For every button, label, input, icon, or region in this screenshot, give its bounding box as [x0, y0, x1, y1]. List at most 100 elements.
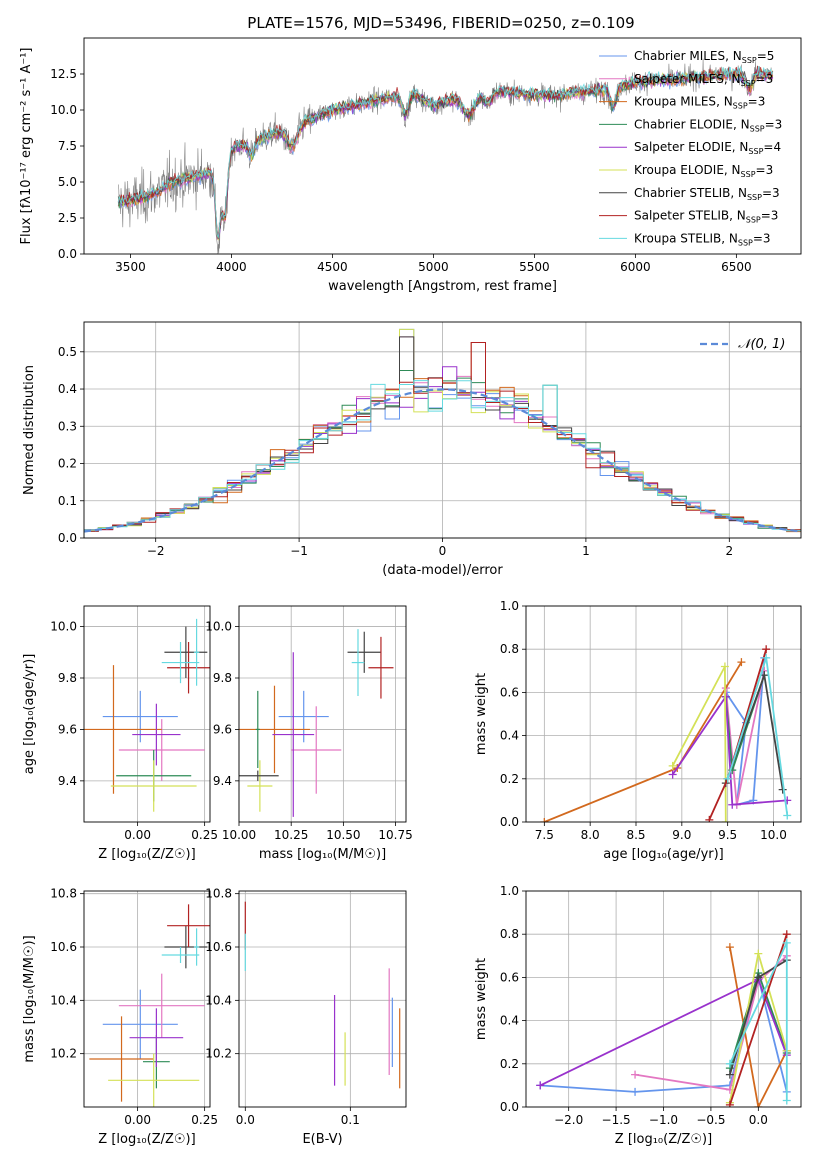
- x-tick-label: 0: [439, 544, 447, 558]
- x-tick-label: −1.5: [602, 1113, 631, 1127]
- legend-entry: Salpeter MILES, NSSP=3: [634, 72, 773, 88]
- x-tick-label: 5500: [519, 260, 550, 274]
- legend-nssp-label: , N: [730, 186, 747, 200]
- plot-area: [536, 930, 791, 1107]
- weight-marker: [725, 1070, 734, 1079]
- legend-nssp-subscript: SSP: [742, 56, 757, 65]
- y-tick-label: 0.5: [58, 345, 77, 359]
- y-tick-label: 10.4: [205, 993, 232, 1007]
- axes-frame: [525, 605, 802, 823]
- plot-area: [89, 904, 210, 1107]
- legend-nssp-value: 3: [758, 95, 766, 109]
- y-tick-label: 10.0: [50, 620, 77, 634]
- x-axis-label: E(B-V): [302, 1132, 342, 1147]
- weight-marker: [782, 1096, 791, 1105]
- legend-nssp-label: , N: [729, 209, 746, 223]
- legend-series-name: Chabrier MILES: [634, 49, 725, 63]
- weight-marker: [668, 761, 677, 770]
- x-tick-label: 0.00: [124, 1113, 151, 1127]
- axes-frame: [83, 605, 211, 823]
- y-tick-label: 0.0: [500, 1100, 519, 1114]
- x-tick-label: 5000: [418, 260, 449, 274]
- axes-frame: [525, 890, 802, 1108]
- chart-spectrum: 3500 4000 4500 5000 5500 6000 6500 0.0 2.5 5.0 7.5…: [19, 37, 802, 294]
- x-tick-label: −2: [147, 544, 165, 558]
- y-tick-label: 12.5: [50, 67, 77, 81]
- x-tick-label: 10.25: [274, 828, 308, 842]
- x-tick-label: 3500: [115, 260, 146, 274]
- x-tick-label: 10.0: [760, 828, 787, 842]
- plot-area: [84, 618, 210, 812]
- legend-nssp-label: , N: [732, 140, 749, 154]
- y-axis-label: mass [log₁₀(M/M☉)]: [22, 935, 37, 1062]
- legend-entry: Salpeter ELODIE, NSSP=4: [634, 140, 781, 156]
- x-tick-label: 6000: [620, 260, 651, 274]
- figure-title: PLATE=1576, MJD=53496, FIBERID=0250, z=0…: [247, 14, 634, 32]
- weight-marker: [762, 653, 771, 662]
- legend-nssp-subscript: SSP: [750, 124, 765, 133]
- chart-weight_vs_age: 7.5 8.0 8.5 9.0 9.5 10.0 0.0 0.2 0.4 0.6 0.8 1.0 age…: [474, 599, 802, 862]
- plot-area: [117, 58, 774, 254]
- y-tick-label: 0.0: [58, 531, 77, 545]
- y-tick-label: 0.6: [500, 685, 519, 699]
- y-tick-label: 10.0: [50, 103, 77, 117]
- legend-nssp-subscript: SSP: [746, 216, 761, 225]
- x-tick-label: 0.25: [191, 828, 218, 842]
- axes-frame: [238, 605, 407, 823]
- x-tick-label: 2: [725, 544, 733, 558]
- y-tick-label: 1.0: [500, 599, 519, 613]
- y-axis-label: Normed distribution: [22, 365, 37, 495]
- chart-mass_vs_ebv: 0.0 0.1 10.2 10.4 10.6 10.8 E(B-V): [205, 887, 407, 1147]
- weight-marker: [705, 815, 714, 822]
- legend-nssp-label: , N: [733, 117, 750, 131]
- legend-equals: =: [756, 163, 766, 177]
- legend-equals: =: [753, 231, 763, 245]
- legend-entry: Kroupa STELIB, NSSP=3: [634, 231, 771, 247]
- chart-residuals: −2 −1 0 1 2 0.0 0.1 0.2 0.3 0.4 0.5 (data-model)/er…: [22, 321, 802, 578]
- weight-marker: [782, 930, 791, 939]
- legend-nssp-subscript: SSP: [747, 193, 762, 202]
- y-axis-label: Flux [fλ10⁻¹⁷ erg cm⁻² s⁻¹ A⁻¹]: [19, 48, 34, 245]
- x-tick-label: 0.1: [341, 1113, 360, 1127]
- weight-marker: [754, 973, 763, 982]
- y-tick-label: 9.4: [58, 774, 77, 788]
- legend-nssp-value: 3: [772, 186, 780, 200]
- legend-entry: Kroupa ELODIE, NSSP=3: [634, 163, 773, 179]
- x-tick-label: 0.0: [236, 1113, 255, 1127]
- y-tick-label: 10.8: [205, 887, 232, 901]
- x-tick-label: 9.5: [718, 828, 737, 842]
- legend-nssp-value: 3: [763, 231, 771, 245]
- x-axis-label: Z [log₁₀(Z/Z☉)]: [98, 1132, 195, 1147]
- legend-entry: 𝒩(0, 1): [738, 337, 785, 352]
- legend-series-name: Chabrier STELIB: [634, 186, 730, 200]
- x-axis-label: (data-model)/error: [382, 563, 503, 578]
- y-tick-label: 9.6: [58, 722, 77, 736]
- y-tick-label: 0.1: [58, 494, 77, 508]
- legend-equals: =: [761, 209, 771, 223]
- y-tick-label: 9.8: [58, 671, 77, 685]
- legend-series-name: Salpeter STELIB: [634, 209, 729, 223]
- y-tick-label: 0.8: [500, 642, 519, 656]
- x-axis-label: wavelength [Angstrom, rest frame]: [328, 279, 557, 294]
- y-tick-label: 0.8: [500, 927, 519, 941]
- x-tick-label: 8.0: [581, 828, 600, 842]
- weight-line: [671, 694, 788, 806]
- weight-marker: [720, 662, 729, 671]
- x-tick-label: 4000: [216, 260, 247, 274]
- legend-nssp-value: 3: [771, 209, 779, 223]
- chart-mass_vs_Z: 0.00 0.25 10.2 10.4 10.6 10.8 Z [log₁₀(Z/Z☉)] m…: [22, 887, 218, 1147]
- legend-nssp-label: , N: [724, 72, 741, 86]
- weight-marker: [721, 818, 730, 822]
- weight-line: [729, 947, 788, 1107]
- legend-nssp-value: 3: [766, 72, 774, 86]
- plot-area: [540, 645, 792, 822]
- legend-nssp-subscript: SSP: [738, 238, 753, 247]
- weight-marker: [540, 818, 549, 822]
- x-tick-label: 8.5: [626, 828, 645, 842]
- legend-nssp-value: 5: [767, 49, 775, 63]
- x-tick-label: 1: [582, 544, 590, 558]
- weight-marker: [725, 1059, 734, 1068]
- legend-series-name: Salpeter ELODIE: [634, 140, 732, 154]
- y-tick-label: 10.0: [205, 620, 232, 634]
- y-tick-label: 0.2: [500, 772, 519, 786]
